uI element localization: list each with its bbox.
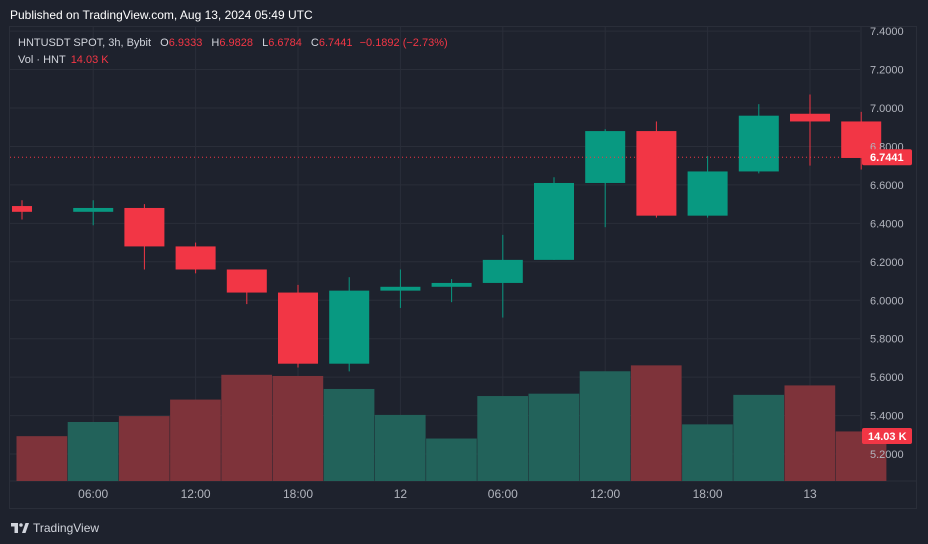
- candle-body: [636, 131, 677, 216]
- legend-open-label: O: [160, 37, 169, 49]
- candle-body: [431, 282, 472, 287]
- last-price-tag: [862, 149, 912, 166]
- volume-bar: [323, 388, 375, 481]
- y-tick-label: 7.0000: [870, 103, 904, 115]
- legend-ohlc-row: HNTUSDT SPOT, 3h, Bybit O6.9333 H6.9828 …: [18, 35, 448, 52]
- x-tick-label: 06:00: [488, 487, 518, 501]
- candle-body: [73, 207, 114, 212]
- x-axis: 06:00 12:00 18:00 12 06:00 12:00 18:00 13: [78, 487, 817, 501]
- candle-body: [482, 259, 523, 283]
- candles: [12, 94, 882, 372]
- x-tick-label: 12:00: [590, 487, 620, 501]
- volume-tag-text: 14.03 K: [868, 431, 907, 443]
- tradingview-footer[interactable]: TradingView: [11, 521, 99, 535]
- volume-bar: [67, 422, 119, 481]
- x-tick-label: 18:00: [693, 487, 723, 501]
- legend-high: 6.9828: [219, 37, 254, 49]
- y-tick-label: 6.2000: [870, 257, 904, 269]
- volume-bar: [630, 365, 682, 481]
- volume-bar: [16, 436, 68, 481]
- volume-bar: [426, 438, 477, 481]
- legend-low-label: L: [262, 37, 269, 49]
- legend-close-label: C: [310, 37, 319, 49]
- candle-body: [687, 171, 728, 216]
- x-tick-label: 06:00: [78, 487, 108, 501]
- tradingview-brand: TradingView: [33, 521, 100, 535]
- volume-bar: [118, 416, 170, 481]
- volume-bar: [528, 393, 580, 481]
- candle-body: [534, 182, 574, 260]
- chart-frame: [9, 26, 917, 509]
- volume-bar: [221, 374, 272, 481]
- y-tick-label: 6.6000: [870, 180, 904, 192]
- volume-bar: [733, 394, 784, 481]
- candle-body: [278, 292, 318, 364]
- x-tick-label: 13: [803, 487, 817, 501]
- price-tags: 6.7441 14.03 K: [10, 149, 912, 444]
- candle-body: [124, 207, 165, 247]
- volume-bars: [16, 365, 887, 481]
- legend-open: 6.9333: [168, 37, 203, 49]
- legend-close: 6.7441: [318, 37, 353, 49]
- x-tick-label: 18:00: [283, 487, 313, 501]
- candle-body: [380, 286, 421, 291]
- y-tick-label: 7.4000: [870, 26, 904, 38]
- candle-body: [585, 131, 626, 183]
- published-label: Published on TradingView.com, Aug 13, 20…: [10, 8, 313, 22]
- legend-change: −0.1892 (−2.73%): [359, 37, 448, 49]
- y-axis: 7.40007.20007.00006.80006.60006.40006.20…: [870, 26, 904, 461]
- volume-tag: [862, 428, 912, 444]
- legend-low: 6.6784: [268, 37, 302, 49]
- y-tick-label: 5.6000: [870, 372, 904, 384]
- volume-bar: [682, 424, 733, 481]
- y-tick-label: 5.2000: [870, 449, 904, 461]
- candle-body: [329, 290, 370, 364]
- candle-body: [226, 269, 267, 293]
- candle-body: [738, 115, 779, 172]
- tradingview-logo-icon: [11, 523, 29, 533]
- y-tick-label: 6.0000: [870, 295, 904, 307]
- volume-bar: [170, 399, 221, 481]
- volume-bar: [374, 414, 426, 481]
- volume-bar: [272, 375, 324, 481]
- legend-volume-row: Vol · HNT 14.03 K: [18, 52, 448, 69]
- y-tick-label: 5.8000: [870, 334, 904, 346]
- legend-volume-label: Vol · HNT: [18, 54, 66, 66]
- volume-bar: [477, 396, 528, 481]
- candle-body: [12, 206, 32, 212]
- candle-body: [175, 246, 216, 270]
- candle-body: [790, 113, 830, 122]
- legend-volume: 14.03 K: [70, 54, 109, 66]
- x-tick-label: 12: [394, 487, 408, 501]
- y-tick-label: 7.2000: [870, 65, 904, 77]
- legend-high-label: H: [211, 37, 220, 49]
- last-price-text: 6.7441: [870, 152, 904, 164]
- y-tick-label: 5.4000: [870, 411, 904, 423]
- volume-bar: [784, 385, 836, 481]
- volume-bar: [579, 371, 631, 481]
- chart-legend: HNTUSDT SPOT, 3h, Bybit O6.9333 H6.9828 …: [18, 35, 448, 69]
- legend-symbol: HNTUSDT SPOT, 3h, Bybit: [18, 37, 152, 49]
- x-tick-label: 12:00: [181, 487, 211, 501]
- y-tick-label: 6.4000: [870, 218, 904, 230]
